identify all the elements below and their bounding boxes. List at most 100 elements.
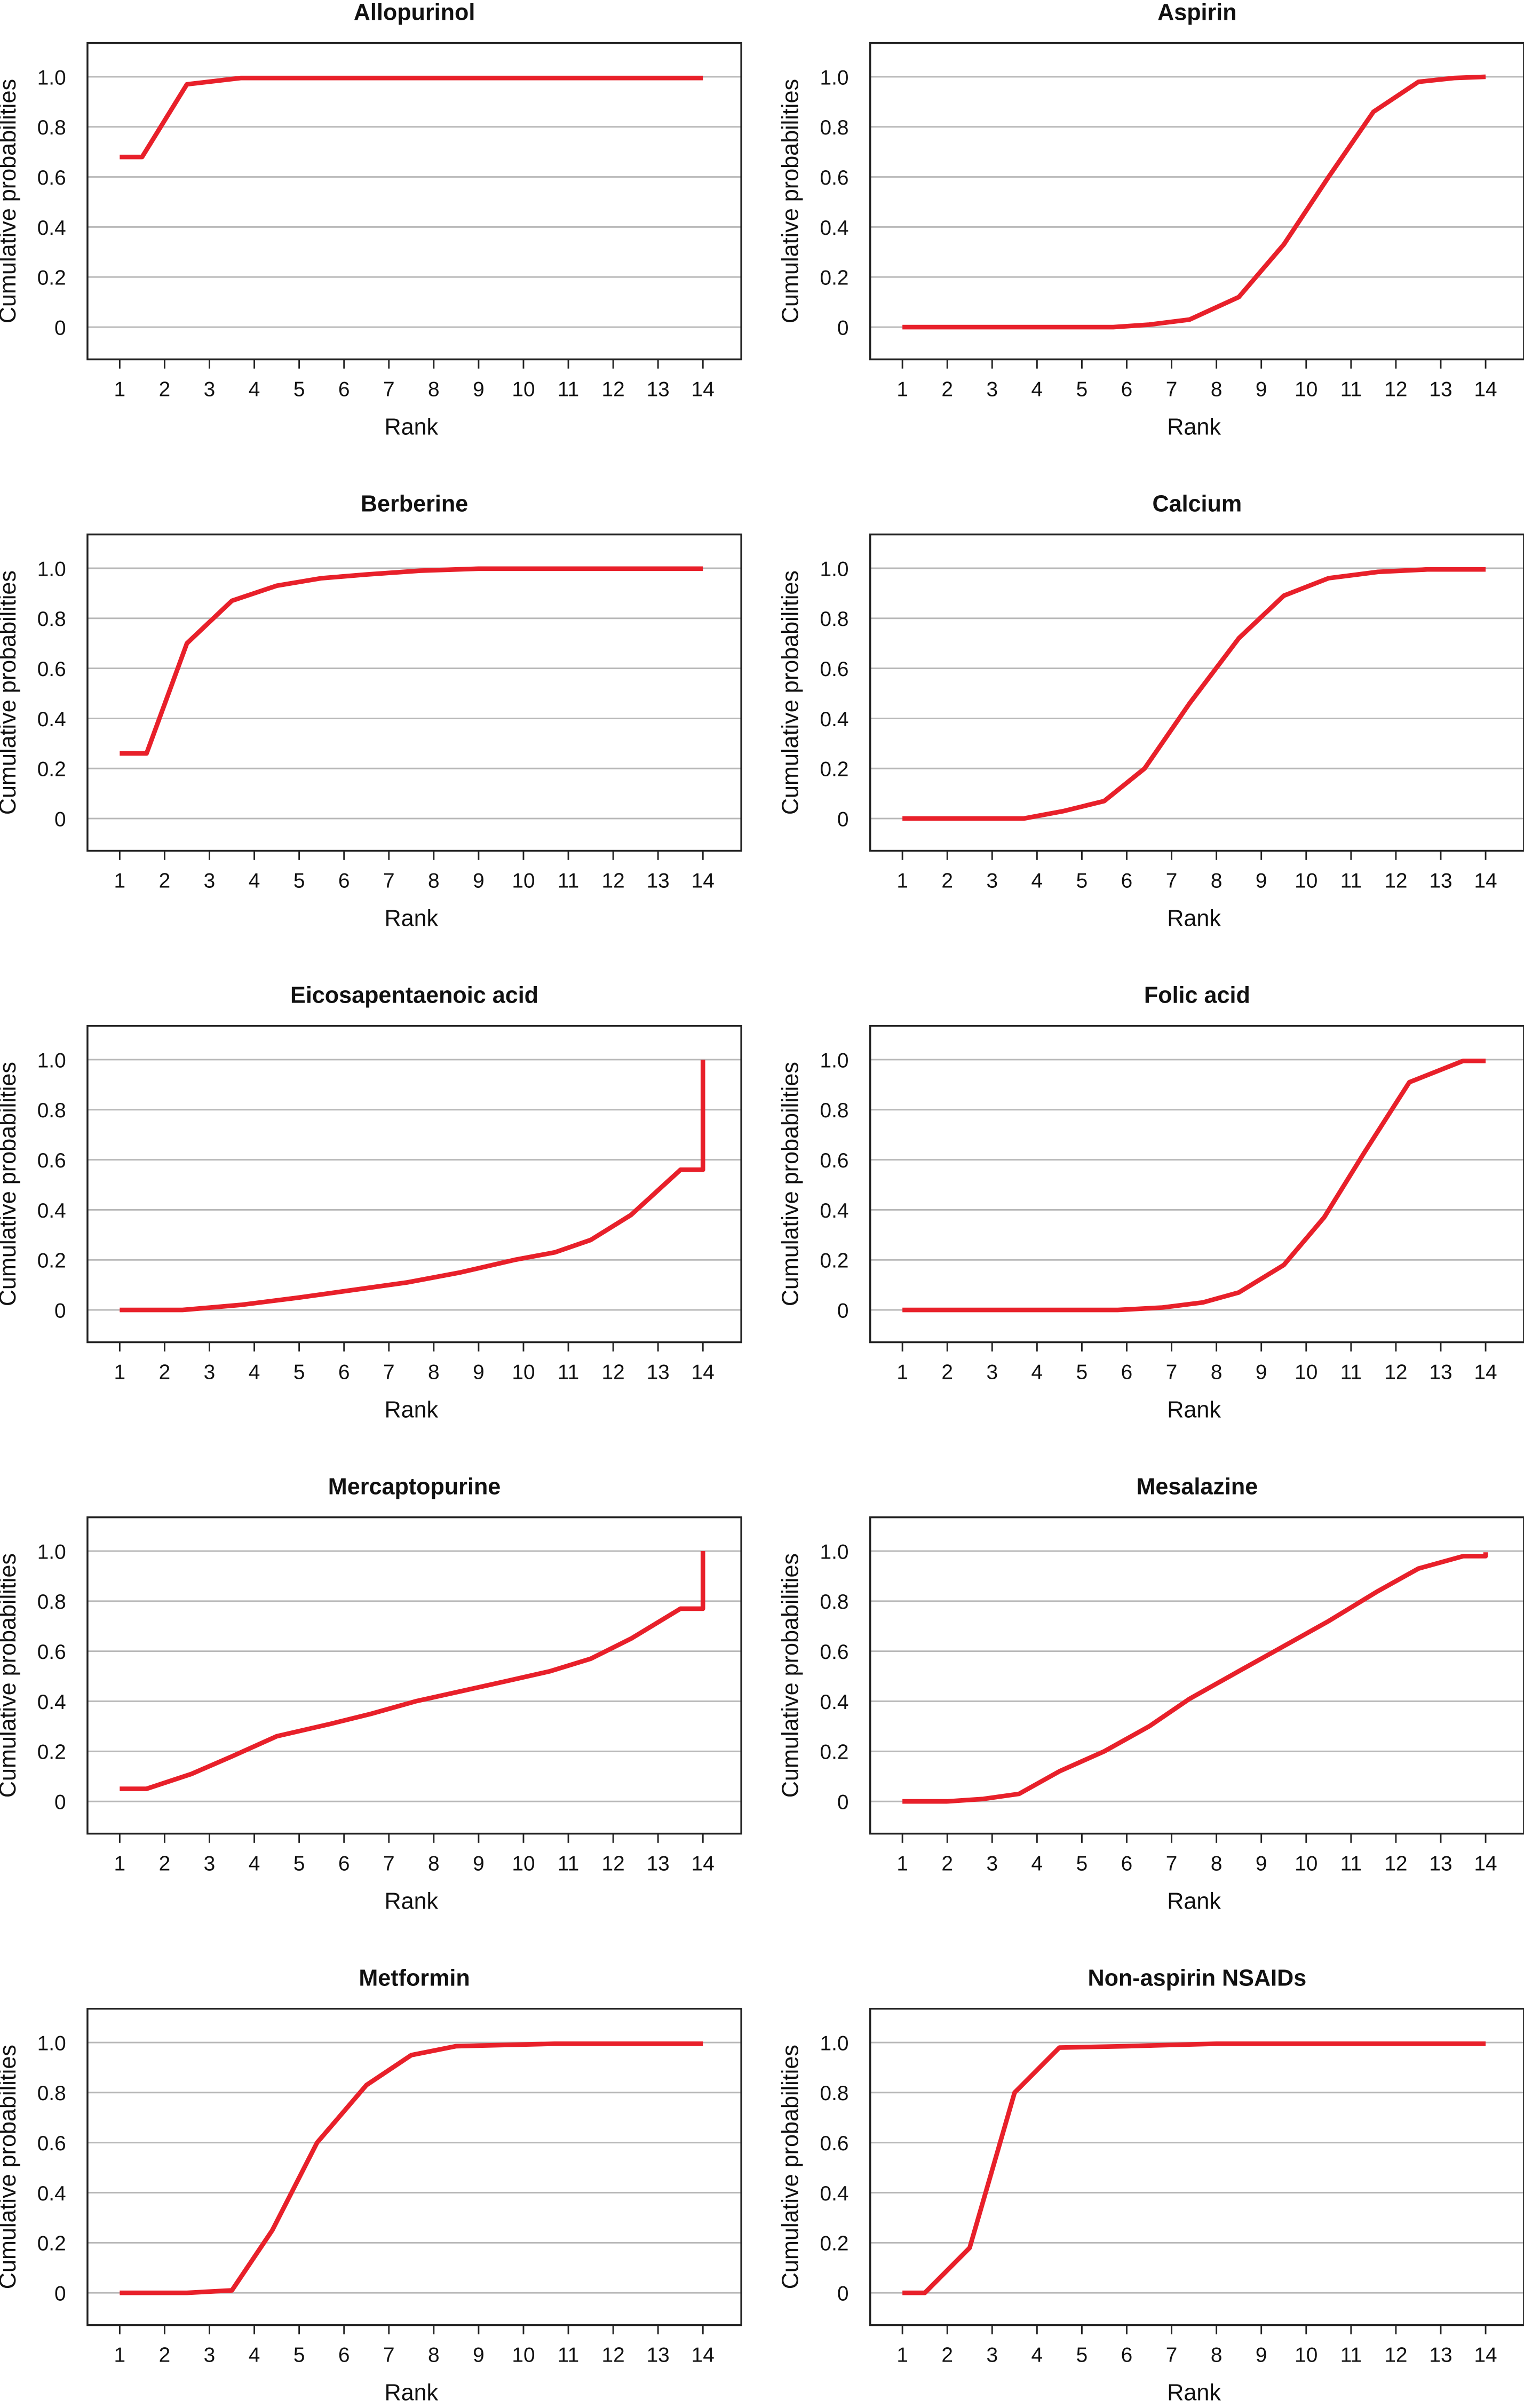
- x-tick-label: 12: [1384, 2344, 1407, 2367]
- y-axis-label: Cumulative probabilities: [0, 570, 21, 815]
- x-tick-label: 1: [114, 870, 126, 893]
- x-tick-label: 3: [986, 870, 998, 893]
- x-tick-label: 4: [249, 1853, 260, 1875]
- x-tick-label: 11: [558, 2344, 579, 2367]
- x-tick-label: 12: [602, 870, 625, 893]
- x-tick-label: 2: [941, 1853, 953, 1875]
- x-tick-label: 6: [1121, 2344, 1133, 2367]
- x-tick-label: 10: [512, 2344, 535, 2367]
- y-tick-label: 0.2: [820, 1741, 849, 1764]
- series-line: [902, 2041, 1486, 2295]
- y-tick-label: 0.4: [820, 1691, 849, 1714]
- y-tick-label: 0.2: [37, 1250, 66, 1273]
- y-tick-label: 0.8: [37, 1591, 66, 1614]
- x-tick-label: 9: [1256, 870, 1267, 893]
- x-tick-label: 9: [473, 378, 485, 401]
- x-tick-label: 14: [1474, 378, 1497, 401]
- x-tick-label: 13: [647, 1361, 670, 1384]
- plot-frame: [869, 533, 1524, 852]
- x-tick-label: 13: [1429, 378, 1452, 401]
- plot-frame: [86, 1516, 742, 1835]
- x-tick-label: 14: [1474, 1853, 1497, 1875]
- x-axis-label: Rank: [1167, 2380, 1221, 2406]
- x-tick-label: 6: [1121, 1853, 1133, 1875]
- x-tick-label: 10: [1295, 870, 1317, 893]
- y-axis-label: Cumulative probabilities: [778, 79, 804, 323]
- x-tick-label: 6: [338, 1361, 350, 1384]
- plot-frame: [869, 1024, 1524, 1344]
- x-tick-label: 6: [338, 870, 350, 893]
- x-tick-label: 10: [1295, 378, 1317, 401]
- y-tick-label: 1.0: [37, 1049, 66, 1072]
- x-tick-label: 6: [1121, 1361, 1133, 1384]
- y-axis-label: Cumulative probabilities: [778, 1553, 804, 1798]
- x-tick-label: 1: [896, 1361, 908, 1384]
- x-tick-label: 1: [114, 1361, 126, 1384]
- x-tick-label: 14: [692, 1361, 715, 1384]
- x-tick-label: 14: [692, 1853, 715, 1875]
- x-tick-label: 4: [1031, 378, 1043, 401]
- x-tick-label: 5: [293, 870, 305, 893]
- chart-title: Calcium: [1152, 491, 1242, 516]
- x-tick-label: 1: [896, 870, 908, 893]
- x-tick-label: 13: [1429, 1853, 1452, 1875]
- x-tick-label: 11: [1340, 1853, 1362, 1875]
- x-tick-label: 12: [1384, 378, 1407, 401]
- x-tick-label: 12: [1384, 1853, 1407, 1875]
- x-tick-label: 5: [293, 1361, 305, 1384]
- x-tick-label: 3: [204, 2344, 216, 2367]
- x-tick-label: 7: [383, 378, 395, 401]
- x-axis-label: Rank: [384, 415, 438, 440]
- plot-frame: [86, 1024, 742, 1344]
- y-tick-label: 0: [837, 1791, 849, 1814]
- x-tick-label: 14: [692, 378, 715, 401]
- y-tick-label: 0.6: [37, 1641, 66, 1664]
- x-tick-label: 3: [986, 378, 998, 401]
- y-tick-label: 0.6: [37, 658, 66, 681]
- x-tick-label: 4: [1031, 1361, 1043, 1384]
- chart-title: Mesalazine: [1137, 1474, 1258, 1499]
- x-tick-label: 7: [1166, 870, 1178, 893]
- y-tick-label: 0.6: [820, 658, 849, 681]
- y-tick-label: 0.4: [37, 1199, 66, 1222]
- y-axis-label: Cumulative probabilities: [778, 1062, 804, 1306]
- plot-frame: [869, 42, 1524, 361]
- x-tick-label: 10: [1295, 1853, 1317, 1875]
- y-tick-label: 0: [837, 316, 849, 339]
- x-tick-label: 4: [249, 1361, 260, 1384]
- x-tick-label: 3: [986, 2344, 998, 2367]
- y-tick-label: 1.0: [37, 558, 66, 581]
- y-tick-label: 0.6: [37, 166, 66, 189]
- x-tick-label: 10: [512, 1361, 535, 1384]
- series-line: [120, 1059, 705, 1313]
- x-tick-label: 3: [204, 870, 216, 893]
- y-tick-label: 0.8: [820, 2082, 849, 2105]
- x-tick-label: 11: [558, 870, 579, 893]
- y-tick-label: 0.6: [37, 2132, 66, 2155]
- y-axis-label: Cumulative probabilities: [0, 79, 21, 323]
- x-tick-label: 13: [1429, 2344, 1452, 2367]
- x-tick-label: 11: [1340, 870, 1362, 893]
- series-line: [902, 1552, 1488, 1804]
- chart-title: Non-aspirin NSAIDs: [1088, 1965, 1306, 1991]
- y-tick-label: 0.8: [820, 116, 849, 139]
- y-tick-label: 0.2: [820, 267, 849, 290]
- y-tick-label: 0.6: [820, 1149, 849, 1172]
- y-tick-label: 0.8: [37, 1099, 66, 1122]
- x-tick-label: 1: [114, 1853, 126, 1875]
- x-tick-label: 8: [428, 378, 440, 401]
- x-tick-label: 8: [1211, 2344, 1223, 2367]
- x-tick-label: 7: [383, 870, 395, 893]
- x-tick-label: 8: [428, 1853, 440, 1875]
- x-tick-label: 13: [647, 1853, 670, 1875]
- y-tick-label: 0.2: [820, 1250, 849, 1273]
- x-tick-label: 2: [941, 870, 953, 893]
- chart-title: Mercaptopurine: [328, 1474, 501, 1499]
- x-tick-label: 13: [647, 870, 670, 893]
- x-tick-label: 3: [204, 1361, 216, 1384]
- x-tick-label: 9: [1256, 2344, 1267, 2367]
